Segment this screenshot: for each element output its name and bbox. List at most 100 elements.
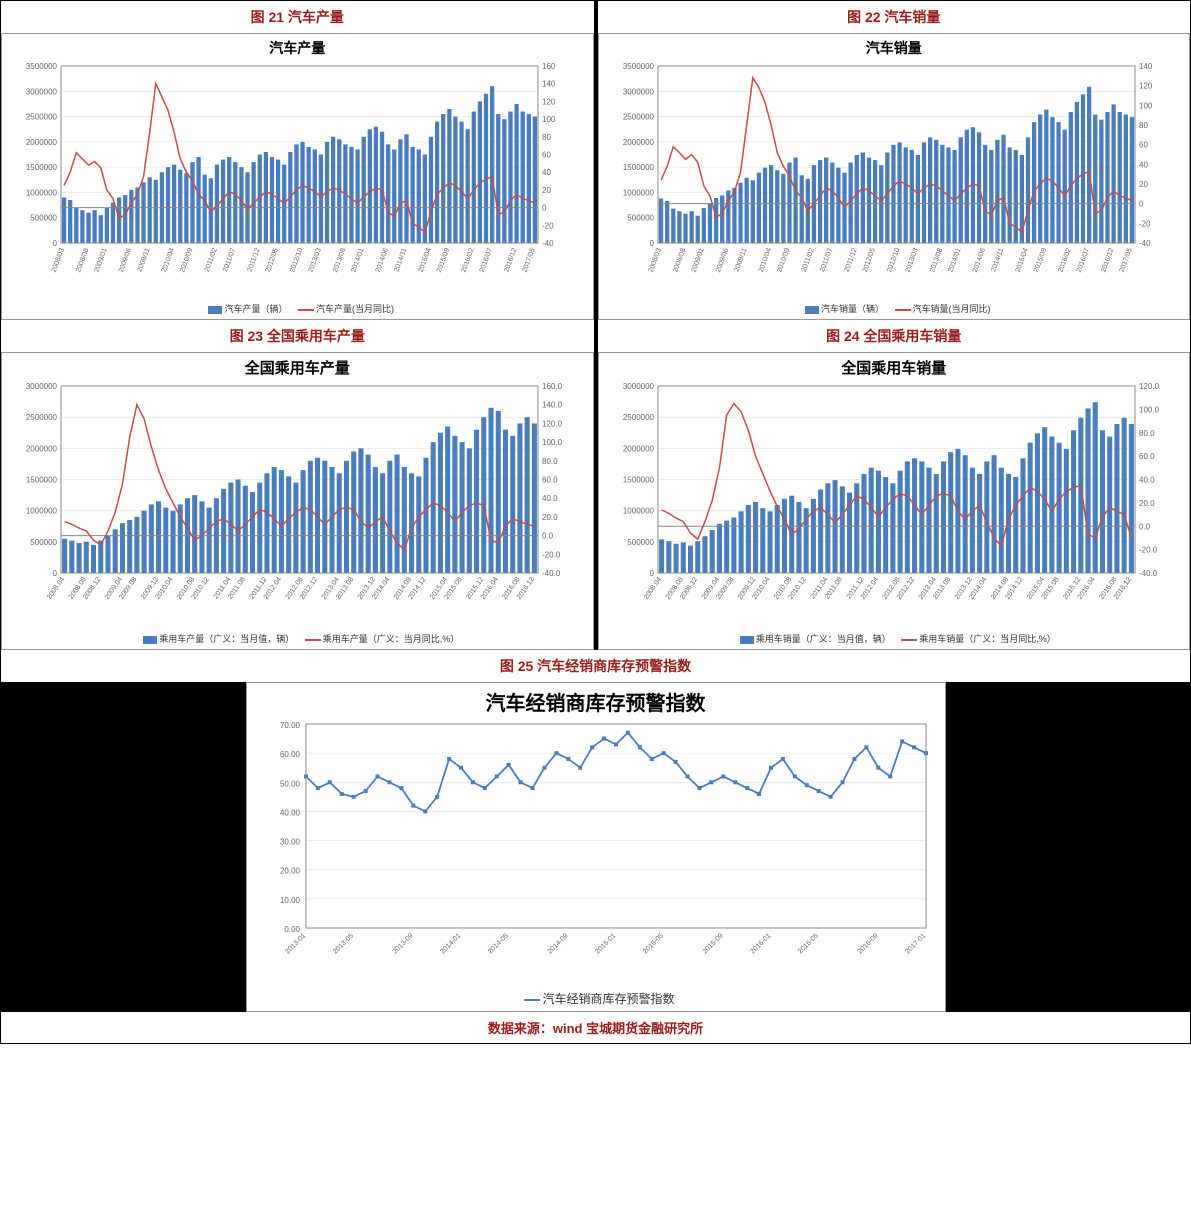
chart24-svg: 0500000100000015000002000000250000030000… — [603, 378, 1173, 628]
svg-text:2016/12: 2016/12 — [1100, 247, 1115, 273]
svg-text:2014-01: 2014-01 — [439, 932, 462, 955]
swatch-line-icon — [524, 999, 540, 1001]
svg-text:2000000: 2000000 — [26, 138, 58, 147]
svg-text:2010/09: 2010/09 — [179, 247, 194, 273]
svg-text:100.0: 100.0 — [1139, 405, 1160, 414]
chart23-legend-bars: 乘用车产量（广义：当月值，辆） — [159, 634, 294, 644]
chart24-wrap: 全国乘用车销量 05000001000000150000020000002500… — [598, 352, 1191, 650]
chart21-svg: 0500000100000015000002000000250000030000… — [6, 58, 576, 298]
svg-text:40: 40 — [1139, 160, 1148, 169]
svg-text:2011/02: 2011/02 — [800, 247, 815, 273]
svg-text:3000000: 3000000 — [622, 87, 654, 96]
svg-text:80.0: 80.0 — [1139, 429, 1155, 438]
swatch-bar-icon — [208, 306, 222, 314]
svg-text:1500000: 1500000 — [622, 476, 654, 485]
svg-text:2010/04: 2010/04 — [161, 247, 176, 273]
svg-text:2008.04: 2008.04 — [46, 576, 66, 601]
chart23-title: 全国乘用车产量 — [6, 357, 589, 378]
svg-text:160: 160 — [542, 62, 556, 71]
chart25-svg: 0.0010.0020.0030.0040.0050.0060.0070.002… — [251, 716, 941, 986]
svg-text:2009/06: 2009/06 — [118, 247, 133, 273]
svg-text:60.0: 60.0 — [1139, 452, 1155, 461]
swatch-bar-icon — [740, 636, 754, 644]
svg-text:2008/08: 2008/08 — [672, 247, 687, 273]
svg-text:2015-01: 2015-01 — [594, 932, 617, 955]
svg-text:2500000: 2500000 — [622, 113, 654, 122]
svg-text:2016/07: 2016/07 — [1075, 247, 1090, 273]
svg-text:2011/12: 2011/12 — [843, 247, 858, 273]
row-2: 图 23 全国乘用车产量 全国乘用车产量 0500000100000015000… — [1, 320, 1190, 650]
svg-text:2016-09: 2016-09 — [856, 932, 879, 955]
chart22-caption: 图 22 汽车销量 — [598, 1, 1191, 33]
svg-text:3500000: 3500000 — [622, 62, 654, 71]
chart24-caption: 图 24 全国乘用车销量 — [598, 320, 1191, 352]
svg-text:120: 120 — [542, 97, 556, 106]
svg-text:3500000: 3500000 — [26, 62, 58, 71]
swatch-line-icon — [895, 309, 911, 311]
svg-text:2013/08: 2013/08 — [929, 247, 944, 273]
svg-text:2009/06: 2009/06 — [714, 247, 729, 273]
svg-text:2017-01: 2017-01 — [904, 932, 927, 955]
svg-text:0: 0 — [649, 569, 654, 578]
svg-text:2015/09: 2015/09 — [1032, 247, 1047, 273]
svg-text:140: 140 — [542, 80, 556, 89]
svg-text:20: 20 — [542, 186, 551, 195]
svg-text:2012/05: 2012/05 — [861, 247, 876, 273]
svg-text:-20.0: -20.0 — [542, 550, 561, 559]
svg-text:2011/07: 2011/07 — [819, 247, 834, 273]
svg-text:0: 0 — [649, 239, 654, 248]
svg-text:120.0: 120.0 — [542, 419, 563, 428]
chart25-title: 汽车经销商库存预警指数 — [251, 687, 941, 716]
svg-text:2015-05: 2015-05 — [641, 932, 664, 955]
svg-text:2017/05: 2017/05 — [522, 247, 537, 273]
svg-text:2000000: 2000000 — [622, 444, 654, 453]
svg-text:2016-05: 2016-05 — [796, 932, 819, 955]
svg-text:70.00: 70.00 — [279, 721, 300, 730]
swatch-bar-icon — [805, 306, 819, 314]
svg-text:2500000: 2500000 — [622, 413, 654, 422]
svg-text:2009/11: 2009/11 — [136, 247, 151, 273]
swatch-bar-icon — [143, 636, 157, 644]
svg-text:500000: 500000 — [627, 538, 654, 547]
svg-text:2011/12: 2011/12 — [247, 247, 262, 273]
svg-text:40.00: 40.00 — [279, 808, 300, 817]
svg-text:2016/12: 2016/12 — [503, 247, 518, 273]
chart25-caption: 图 25 汽车经销商库存预警指数 — [1, 650, 1190, 682]
chart22-title: 汽车销量 — [603, 38, 1186, 58]
svg-text:0.00: 0.00 — [284, 925, 300, 934]
svg-text:0: 0 — [1139, 200, 1144, 209]
svg-text:80: 80 — [542, 133, 551, 142]
svg-text:1000000: 1000000 — [622, 507, 654, 516]
svg-text:-40.0: -40.0 — [1139, 569, 1158, 578]
svg-text:500000: 500000 — [627, 214, 654, 223]
svg-text:40: 40 — [542, 168, 551, 177]
svg-text:60: 60 — [1139, 141, 1148, 150]
svg-text:2014/11: 2014/11 — [990, 247, 1005, 273]
svg-text:2011/07: 2011/07 — [222, 247, 237, 273]
svg-text:1000000: 1000000 — [26, 188, 58, 197]
chart25-wrap: 汽车经销商库存预警指数 0.0010.0020.0030.0040.0050.0… — [246, 682, 946, 1012]
svg-text:2500000: 2500000 — [26, 413, 58, 422]
chart21-title: 汽车产量 — [6, 38, 589, 58]
svg-text:2016/02: 2016/02 — [1057, 247, 1072, 273]
svg-text:-40: -40 — [542, 239, 554, 248]
svg-text:2012/10: 2012/10 — [886, 247, 901, 273]
chart23-legend-line: 乘用车产量（广义：当月同比,%） — [323, 634, 460, 644]
svg-text:1500000: 1500000 — [26, 163, 58, 172]
svg-text:2013-01: 2013-01 — [284, 932, 307, 955]
svg-text:2015/09: 2015/09 — [436, 247, 451, 273]
svg-text:20.0: 20.0 — [1139, 499, 1155, 508]
svg-text:80.0: 80.0 — [542, 457, 558, 466]
svg-text:2013-05: 2013-05 — [331, 932, 354, 955]
svg-text:2014-09: 2014-09 — [546, 932, 569, 955]
svg-text:3000000: 3000000 — [26, 87, 58, 96]
svg-text:-20: -20 — [542, 221, 554, 230]
chart21-legend: 汽车产量（辆） 汽车产量(当月同比) — [6, 298, 589, 315]
svg-text:10.00: 10.00 — [279, 896, 300, 905]
svg-text:2011/02: 2011/02 — [204, 247, 219, 273]
svg-text:40.0: 40.0 — [1139, 476, 1155, 485]
svg-text:2015/04: 2015/04 — [418, 247, 433, 273]
svg-text:140.0: 140.0 — [542, 401, 563, 410]
source-note: 数据来源：wind 宝城期货金融研究所 — [1, 1012, 1190, 1043]
svg-text:1000000: 1000000 — [622, 188, 654, 197]
